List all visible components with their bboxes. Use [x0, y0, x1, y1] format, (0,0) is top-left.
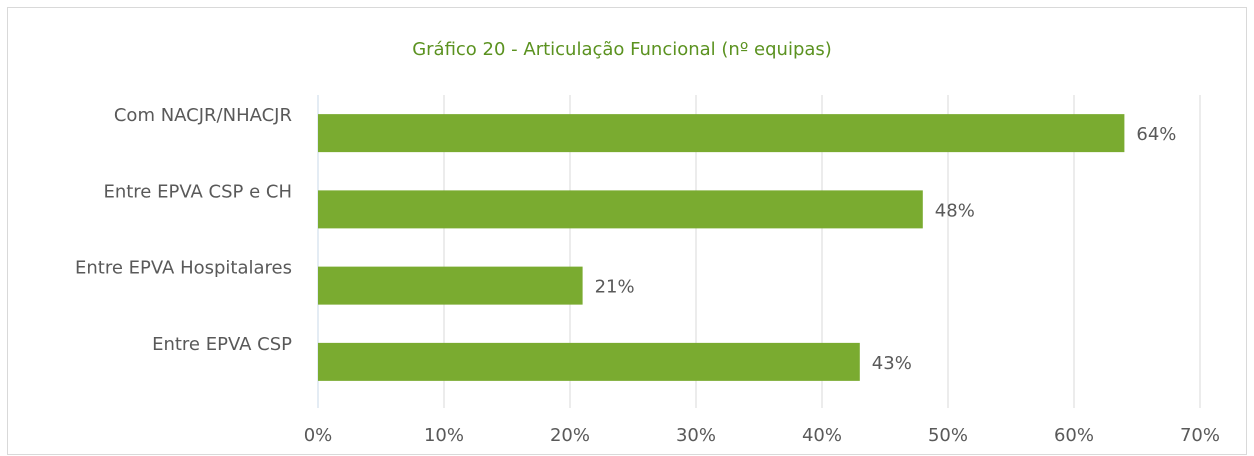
y-tick-label: Com NACJR/NHACJR [114, 105, 292, 126]
bar [318, 266, 583, 305]
x-tick-label: 0% [304, 425, 333, 446]
chart-frame [7, 7, 1247, 455]
y-tick-label: Entre EPVA CSP [152, 334, 292, 355]
data-label: 48% [935, 200, 975, 221]
x-tick-label: 50% [928, 425, 968, 446]
x-tick-label: 10% [424, 425, 464, 446]
x-tick-label: 60% [1054, 425, 1094, 446]
chart-title: Gráfico 20 - Articulação Funcional (nº e… [412, 39, 832, 60]
x-tick-label: 40% [802, 425, 842, 446]
bar [318, 114, 1125, 153]
y-tick-label: Entre EPVA CSP e CH [103, 181, 292, 202]
data-label: 43% [872, 353, 912, 374]
y-tick-label: Entre EPVA Hospitalares [75, 258, 292, 279]
data-label: 64% [1136, 124, 1176, 145]
x-tick-label: 20% [550, 425, 590, 446]
x-tick-label: 70% [1180, 425, 1220, 446]
bar [318, 190, 923, 229]
data-label: 21% [595, 277, 635, 298]
bar [318, 342, 860, 381]
x-tick-label: 30% [676, 425, 716, 446]
